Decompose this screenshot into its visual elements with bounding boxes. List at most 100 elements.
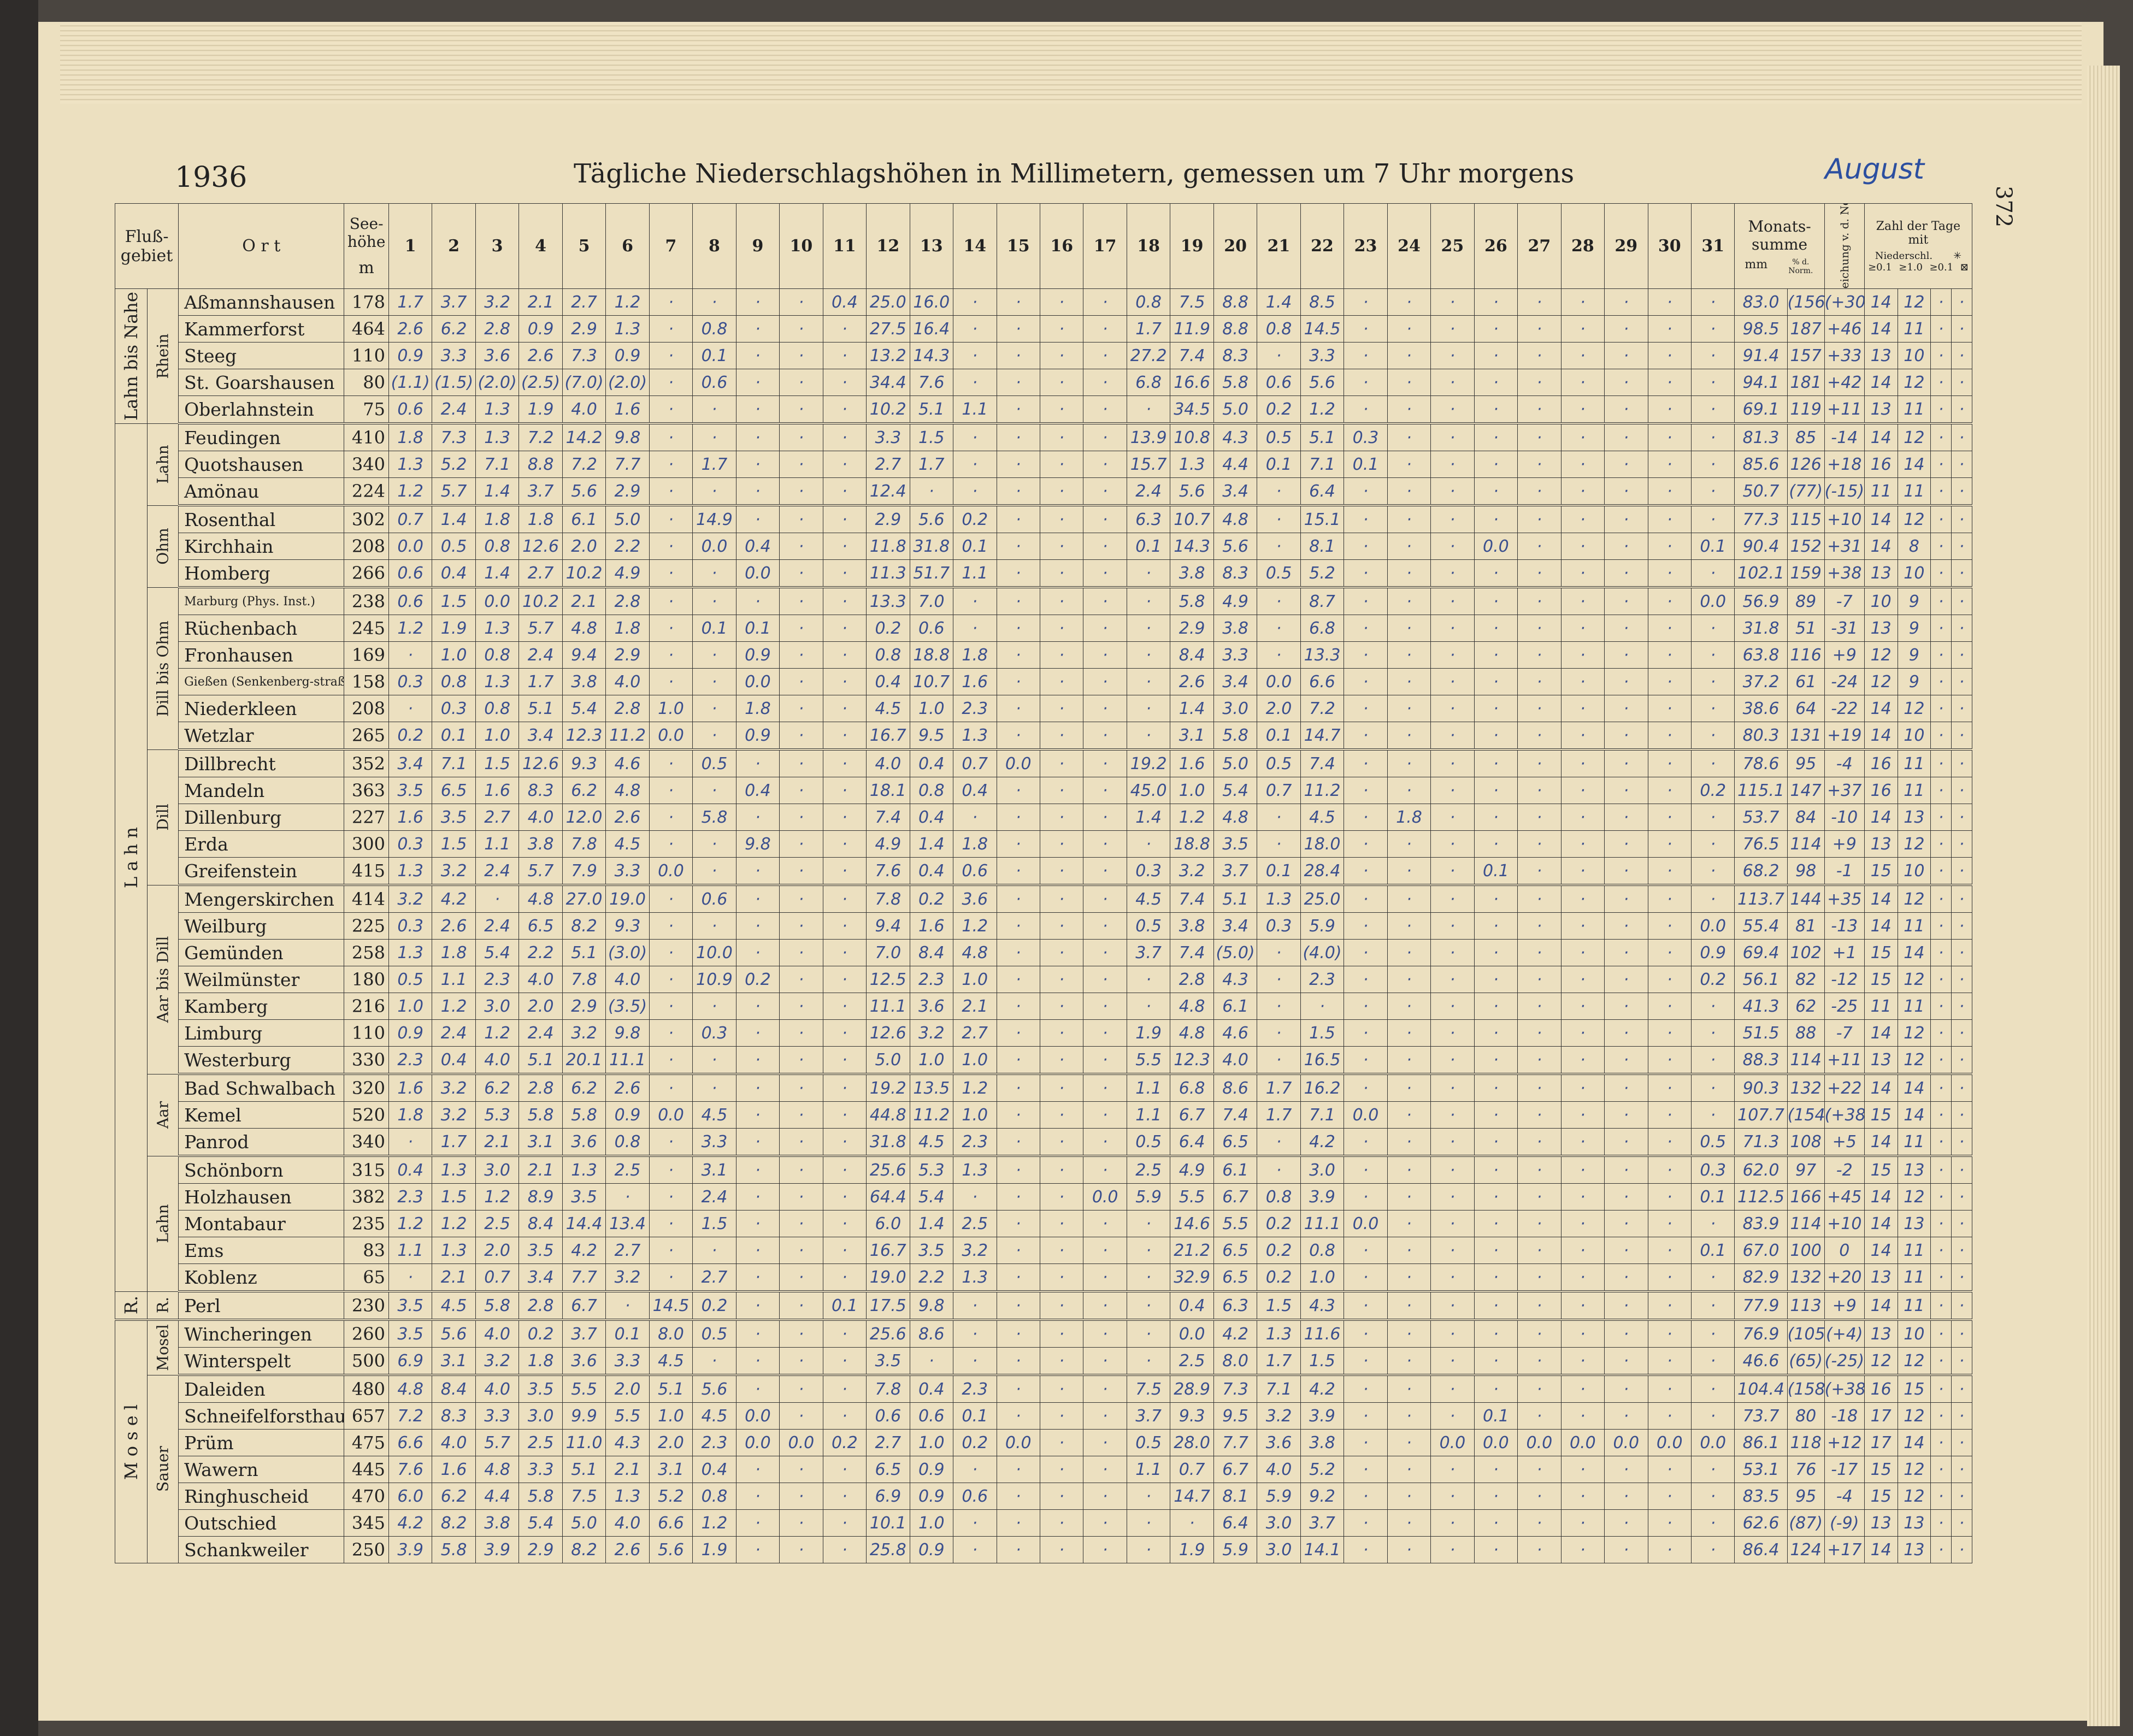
day-10-value: · (779, 777, 823, 804)
day-4-value: 2.6 (518, 342, 563, 369)
day-17-value: · (1083, 722, 1127, 751)
day-3-value: 2.5 (475, 1210, 520, 1237)
day-8-value: · (692, 1073, 736, 1102)
days-ge-0-1: 13 (1864, 615, 1898, 642)
header-day-8: 8 (692, 203, 736, 289)
snow-days: · (1930, 1210, 1952, 1237)
day-13-value: 51.7 (909, 559, 954, 588)
day-3-value: 1.6 (475, 777, 520, 804)
day-17-value: · (1083, 1402, 1127, 1430)
group-lahn_bis_nahe: Lahn bis Nahe (115, 288, 148, 424)
day-12-value: 0.8 (866, 641, 910, 669)
day-29-value: 0.0 (1604, 1429, 1648, 1456)
day-2-value: 1.6 (432, 1456, 476, 1483)
day-20-value: 7.4 (1213, 1101, 1258, 1129)
day-13-value: 5.3 (909, 1155, 954, 1184)
station-elevation: 363 (344, 777, 389, 804)
day-6-value: (3.5) (605, 993, 650, 1020)
day-30-value: · (1647, 342, 1692, 369)
day-26-value: · (1474, 1101, 1518, 1129)
day-24-value: · (1387, 1483, 1431, 1510)
day-23-value: · (1344, 1128, 1388, 1157)
snow-days: · (1930, 1073, 1952, 1102)
day-20-value: 4.0 (1213, 1046, 1258, 1075)
days-ge-1-0: 10 (1897, 1319, 1931, 1348)
station-name: Dillenburg (178, 804, 345, 831)
day-6-value: 2.6 (605, 1536, 650, 1563)
station-name: Wincheringen (178, 1319, 345, 1348)
day-25-value: · (1430, 369, 1475, 396)
day-28-value: · (1560, 804, 1605, 831)
day-17-value: · (1083, 884, 1127, 913)
pct-of-normal: 124 (1787, 1536, 1825, 1563)
day-3-value: 2.1 (475, 1128, 520, 1157)
day-11-value: · (822, 315, 867, 343)
day-19-value: 3.2 (1170, 857, 1214, 886)
day-28-value: · (1560, 1402, 1605, 1430)
day-10-value: · (779, 559, 823, 588)
thunder-days: · (1951, 1429, 1973, 1456)
day-3-value: 0.0 (475, 587, 520, 615)
day-21-value: 1.5 (1257, 1291, 1301, 1321)
day-4-value: (2.5) (518, 369, 563, 396)
day-11-value: · (822, 1046, 867, 1075)
day-11-value: · (822, 1319, 867, 1348)
monthly-sum: 63.8 (1734, 641, 1788, 669)
day-8-value: 1.5 (692, 1210, 736, 1237)
day-4-value: 3.4 (518, 722, 563, 751)
table-row: Wetzlar 265 0.2 0.1 1.0 3.4 12.3 11.2 0.0 · 0.9 · · 1… (115, 722, 1973, 751)
ge01-label: ≥0.1 (1868, 261, 1892, 273)
header-day-31: 31 (1690, 203, 1735, 289)
day-8-value: 2.7 (692, 1263, 736, 1292)
day-18-value: 1.9 (1126, 1019, 1171, 1047)
day-21-value: 3.2 (1257, 1402, 1301, 1430)
day-5-value: 5.8 (562, 1101, 606, 1129)
day-1-value: 1.0 (388, 993, 433, 1020)
day-6-value: 1.6 (605, 395, 650, 424)
days-ge-0-1: 15 (1864, 1483, 1898, 1510)
day-5-value: 10.2 (562, 559, 606, 588)
monthly-sum: 113.7 (1734, 884, 1788, 913)
day-21-value: 0.5 (1257, 423, 1301, 451)
day-9-value: · (735, 395, 780, 424)
day-22-value: 7.1 (1300, 1101, 1345, 1129)
header-day-17: 17 (1083, 203, 1127, 289)
pct-of-normal: (158) (1787, 1374, 1825, 1403)
day-15-value: · (996, 804, 1040, 831)
day-29-value: · (1604, 641, 1648, 669)
pct-of-normal: (87) (1787, 1509, 1825, 1537)
day-7-value: · (649, 477, 693, 506)
day-25-value: · (1430, 1456, 1475, 1483)
day-24-value: · (1387, 1263, 1431, 1292)
day-1-value: 0.4 (388, 1155, 433, 1184)
day-28-value: · (1560, 722, 1605, 751)
day-25-value: · (1430, 451, 1475, 478)
subgroup-label: Aar bis Dill (154, 936, 172, 1023)
day-19-value: 34.5 (1170, 395, 1214, 424)
day-25-value: · (1430, 559, 1475, 588)
day-29-value: · (1604, 857, 1648, 886)
deviation-from-normal: 0 (1824, 1237, 1865, 1264)
day-10-value: · (779, 912, 823, 940)
day-10-value: · (779, 1456, 823, 1483)
day-2-value: 1.5 (432, 587, 476, 615)
table-row: Winterspelt 500 6.9 3.1 3.2 1.8 3.6 3.3 4.5 · · · · 3… (115, 1347, 1973, 1376)
day-8-value: · (692, 395, 736, 424)
day-11-value: · (822, 1101, 867, 1129)
day-20-value: 6.5 (1213, 1237, 1258, 1264)
days-ge-1-0: 12 (1897, 1183, 1931, 1211)
deviation-from-normal: +17 (1824, 1536, 1865, 1563)
day-30-value: · (1647, 1536, 1692, 1563)
day-6-value: 3.3 (605, 857, 650, 886)
day-18-value: 13.9 (1126, 423, 1171, 451)
day-1-value: 0.9 (388, 342, 433, 369)
day-17-value: · (1083, 1319, 1127, 1348)
station-name: Bad Schwalbach (178, 1073, 345, 1102)
snow-days: · (1930, 342, 1952, 369)
day-22-value: 6.6 (1300, 668, 1345, 695)
day-19-value: 6.8 (1170, 1073, 1214, 1102)
pct-of-normal: 147 (1787, 777, 1825, 804)
station-name: Niederkleen (178, 695, 345, 722)
day-11-value: · (822, 749, 867, 777)
day-31-value: · (1690, 1374, 1735, 1403)
